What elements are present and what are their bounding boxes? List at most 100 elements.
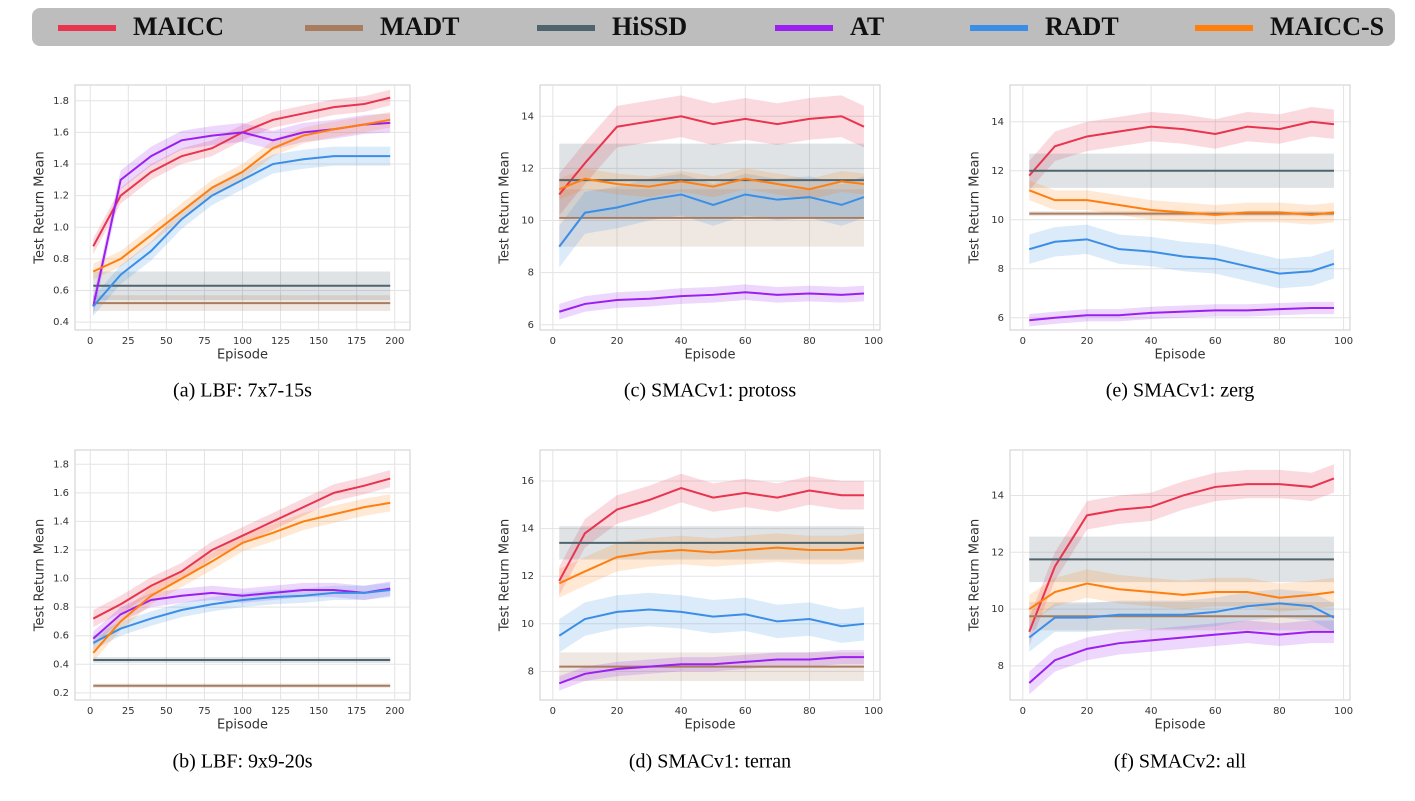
confidence-band <box>559 173 864 268</box>
legend-label: MADT <box>380 12 459 41</box>
x-tick-label: 100 <box>864 336 883 347</box>
y-tick-label: 1.2 <box>53 545 69 556</box>
x-tick-label: 60 <box>1209 706 1222 717</box>
y-tick-label: 14 <box>991 490 1004 501</box>
legend-box <box>32 8 1395 46</box>
plot-area <box>1009 449 1351 701</box>
x-tick-label: 125 <box>271 336 290 347</box>
x-tick-label: 40 <box>675 706 688 717</box>
series-line <box>558 115 865 196</box>
y-tick-label: 14 <box>991 117 1004 128</box>
series-line <box>92 118 391 273</box>
x-tick-label: 200 <box>385 706 404 717</box>
x-tick-label: 150 <box>309 706 328 717</box>
y-tick-label: 0.4 <box>53 659 69 670</box>
y-tick-label: 1.6 <box>53 488 69 499</box>
series-line <box>92 477 391 620</box>
y-tick-label: 14 <box>521 524 534 535</box>
x-tick-label: 200 <box>385 336 404 347</box>
y-axis-label: Test Return Mean <box>968 151 983 264</box>
caption: (b) LBF: 9x9-20s <box>173 751 313 773</box>
y-axis-label: Test Return Mean <box>498 151 513 264</box>
series-line <box>1028 630 1334 684</box>
series-line <box>92 589 391 644</box>
x-axis-label: Episode <box>217 348 268 363</box>
x-tick-label: 25 <box>122 706 135 717</box>
confidence-band <box>93 582 391 650</box>
plot-area <box>539 84 881 331</box>
confidence-band <box>1029 569 1334 624</box>
y-tick-label: 8 <box>528 268 534 279</box>
x-tick-label: 0 <box>550 336 556 347</box>
series-line <box>558 291 865 313</box>
x-tick-label: 175 <box>347 336 366 347</box>
caption: (f) SMACv2: all <box>1114 751 1247 773</box>
series-line <box>558 487 864 582</box>
y-tick-label: 0.2 <box>53 688 69 699</box>
y-tick-label: 1.6 <box>53 127 69 138</box>
caption: (a) LBF: 7x7-15s <box>173 380 312 402</box>
y-tick-label: 0.6 <box>53 285 69 296</box>
legend-label: HiSSD <box>612 12 687 41</box>
series-line <box>558 546 865 585</box>
x-axis-label: Episode <box>684 718 735 733</box>
x-axis-label: Episode <box>1154 348 1205 363</box>
x-tick-label: 0 <box>550 706 556 717</box>
x-tick-label: 25 <box>122 336 135 347</box>
series-line <box>1029 306 1334 322</box>
series-line <box>92 501 391 654</box>
x-tick-label: 80 <box>1273 336 1286 347</box>
y-tick-label: 1.2 <box>53 191 69 202</box>
x-tick-label: 75 <box>198 336 211 347</box>
x-tick-label: 20 <box>611 706 624 717</box>
y-axis-label: Test Return Mean <box>968 519 983 632</box>
x-tick-label: 0 <box>1020 706 1026 717</box>
series-line <box>1028 238 1335 275</box>
y-axis-label: Test Return Mean <box>33 519 48 632</box>
x-tick-label: 125 <box>271 706 290 717</box>
legend-label: MAICC-S <box>1270 12 1384 41</box>
y-tick-label: 12 <box>991 166 1004 177</box>
x-tick-label: 80 <box>803 706 816 717</box>
confidence-band <box>559 533 864 598</box>
y-tick-label: 12 <box>521 163 534 174</box>
y-tick-label: 8 <box>528 666 534 677</box>
y-tick-label: 1.8 <box>53 459 69 470</box>
y-axis-label: Test Return Mean <box>498 519 513 632</box>
series-line <box>558 656 864 685</box>
x-tick-label: 60 <box>739 706 752 717</box>
y-tick-label: 1.4 <box>53 516 69 527</box>
series-line <box>1028 602 1335 639</box>
x-tick-label: 20 <box>611 336 624 347</box>
y-tick-label: 0.8 <box>53 254 69 265</box>
x-axis-label: Episode <box>684 348 735 363</box>
y-tick-label: 12 <box>991 547 1004 558</box>
x-axis-label: Episode <box>1154 718 1205 733</box>
y-tick-label: 12 <box>521 571 534 582</box>
y-tick-label: 8 <box>998 661 1004 672</box>
x-tick-label: 100 <box>864 706 883 717</box>
x-tick-label: 175 <box>347 706 366 717</box>
caption: (d) SMACv1: terran <box>629 751 791 773</box>
x-tick-label: 20 <box>1081 336 1094 347</box>
caption: (c) SMACv1: protoss <box>624 380 796 402</box>
confidence-band <box>93 113 391 316</box>
confidence-band <box>559 168 864 200</box>
x-tick-label: 40 <box>675 336 688 347</box>
x-tick-label: 100 <box>233 336 252 347</box>
x-tick-label: 60 <box>739 336 752 347</box>
y-tick-label: 0.6 <box>53 631 69 642</box>
y-tick-label: 6 <box>528 320 534 331</box>
y-tick-label: 10 <box>991 215 1004 226</box>
x-axis-label: Episode <box>217 718 268 733</box>
legend-label: MAICC <box>133 12 224 41</box>
y-tick-label: 1.0 <box>53 574 69 585</box>
x-tick-label: 100 <box>1334 336 1353 347</box>
confidence-band <box>1029 620 1334 695</box>
y-axis-label: Test Return Mean <box>33 151 48 264</box>
y-tick-label: 1.0 <box>53 222 69 233</box>
series-line <box>1028 120 1335 177</box>
y-tick-label: 10 <box>521 216 534 227</box>
series-line <box>1028 477 1335 633</box>
y-tick-label: 10 <box>521 619 534 630</box>
